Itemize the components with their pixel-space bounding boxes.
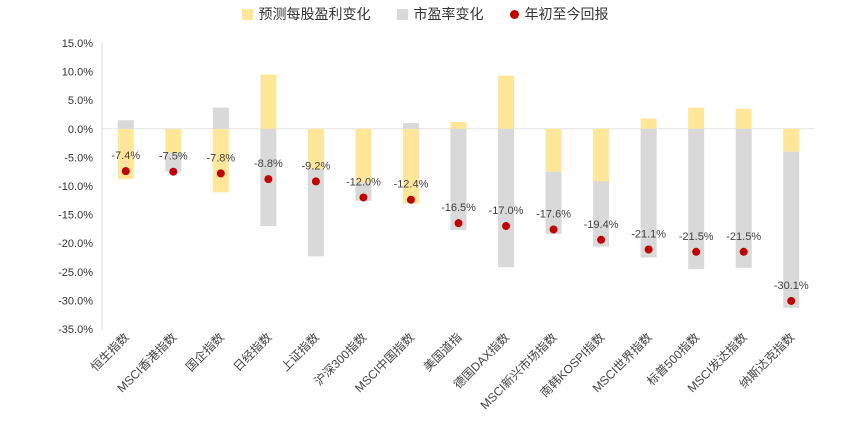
bar-pe-change <box>498 128 515 268</box>
bar-pe-change <box>688 128 705 269</box>
x-tick-label: 美国道指 <box>420 330 465 375</box>
y-tick-label: 0.0% <box>68 124 93 136</box>
bar-pe-change <box>355 182 372 201</box>
ytd-return-label: -17.0% <box>489 205 524 217</box>
bar-pe-change <box>212 107 229 129</box>
ytd-return-label: -19.4% <box>584 219 619 231</box>
ytd-return-label: -17.6% <box>536 208 571 220</box>
ytd-return-label: -9.2% <box>302 160 331 172</box>
ytd-return-label: -21.5% <box>679 231 714 243</box>
y-tick-label: -35.0% <box>58 324 93 336</box>
x-tick-label: 日经指数 <box>230 330 275 375</box>
bar-eps-change <box>117 128 134 180</box>
bar-pe-change <box>402 123 419 129</box>
ytd-return-point <box>216 169 225 178</box>
ytd-return-label: -16.5% <box>441 202 476 214</box>
bar-eps-change <box>355 128 372 183</box>
legend-marker-ytd <box>509 9 519 19</box>
y-tick-label: -25.0% <box>58 267 93 279</box>
legend-label-ytd: 年初至今回报 <box>524 7 609 23</box>
bar-eps-change <box>545 128 562 172</box>
ytd-return-label: -7.5% <box>159 151 188 163</box>
ytd-return-label: -7.8% <box>206 152 235 164</box>
ytd-return-label: -30.1% <box>774 280 809 292</box>
bar-eps-change <box>450 121 467 129</box>
ytd-return-label: -21.1% <box>631 228 666 240</box>
bar-eps-change <box>783 128 800 152</box>
ytd-return-point <box>739 247 748 256</box>
bar-eps-change <box>260 74 277 129</box>
bar-pe-change <box>640 128 657 258</box>
bar-eps-change <box>307 128 324 169</box>
bar-pe-change <box>593 181 610 247</box>
ytd-return-point <box>311 177 320 186</box>
x-tick-label: 恒生指数 <box>87 330 132 375</box>
ytd-return-point <box>121 167 130 176</box>
y-tick-label: 15.0% <box>62 38 93 50</box>
ytd-return-point <box>169 167 178 176</box>
y-tick-label: 10.0% <box>62 67 93 79</box>
ytd-return-point <box>406 195 415 204</box>
bar-eps-change <box>165 128 182 153</box>
legend-swatch-pe <box>396 8 408 20</box>
bar-pe-change <box>450 128 467 231</box>
bar-pe-change <box>783 151 800 308</box>
bar-eps-change <box>498 75 515 129</box>
ytd-return-point <box>454 219 463 228</box>
bar-eps-change <box>735 108 752 129</box>
ytd-return-point <box>549 225 558 234</box>
legend-item-ytd: 年初至今回报 <box>509 4 609 24</box>
legend-item-pe: 市盈率变化 <box>396 4 484 24</box>
y-tick-label: -15.0% <box>58 210 93 222</box>
ytd-return-label: -8.8% <box>254 158 283 170</box>
ytd-return-label: -7.4% <box>111 150 140 162</box>
x-tick-label: 上证指数 <box>277 330 322 375</box>
y-tick-label: -10.0% <box>58 181 93 193</box>
ytd-return-point <box>264 175 273 184</box>
ytd-return-label: -21.5% <box>726 231 761 243</box>
bar-pe-change <box>545 171 562 235</box>
x-tick-label: 国企指数 <box>182 330 227 375</box>
bar-eps-change <box>212 128 229 193</box>
legend-swatch-eps <box>241 8 253 20</box>
bar-pe-change <box>117 120 134 129</box>
bar-eps-change <box>688 107 705 129</box>
bar-pe-change <box>307 168 324 257</box>
bar-pe-change <box>735 128 752 268</box>
legend-label-eps: 预测每股盈利变化 <box>258 7 371 23</box>
ytd-return-point <box>359 193 368 202</box>
ytd-return-point <box>644 245 653 254</box>
ytd-return-point <box>787 296 796 305</box>
legend-label-pe: 市盈率变化 <box>413 7 484 23</box>
legend-item-eps: 预测每股盈利变化 <box>241 4 371 24</box>
ytd-return-point <box>597 235 606 244</box>
y-tick-label: 5.0% <box>68 95 93 107</box>
y-tick-label: -20.0% <box>58 238 93 250</box>
bar-eps-change <box>402 128 419 204</box>
y-tick-label: -30.0% <box>58 295 93 307</box>
bar-eps-change <box>593 128 610 182</box>
ytd-return-point <box>502 222 511 231</box>
ytd-return-point <box>692 247 701 256</box>
y-tick-label: -5.0% <box>64 152 93 164</box>
ytd-return-label: -12.4% <box>394 179 429 191</box>
ytd-return-label: -12.0% <box>346 176 381 188</box>
bar-pe-change <box>165 152 182 172</box>
legend: 预测每股盈利变化 市盈率变化 年初至今回报 <box>0 4 850 24</box>
bar-eps-change <box>640 118 657 129</box>
